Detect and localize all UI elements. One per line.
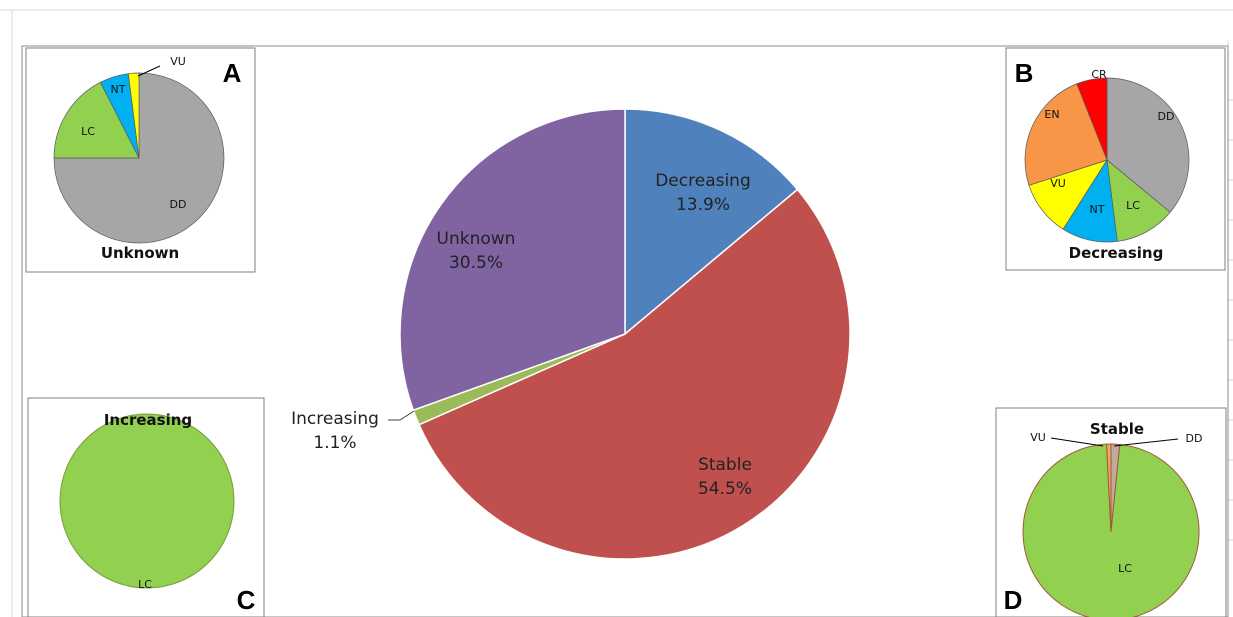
panel-b-label-nt: NT bbox=[1090, 203, 1105, 216]
main-pie-label-stable: Stable bbox=[698, 455, 752, 475]
panel-d-label-dd: DD bbox=[1186, 432, 1203, 445]
panel-b-label-lc: LC bbox=[1126, 199, 1140, 212]
chart-area-border bbox=[21, 45, 1229, 617]
panel-d-leader-vu bbox=[1050, 437, 1104, 447]
panel-d-label-vu: VU bbox=[1030, 431, 1046, 444]
main-pie-label-decreasing: Decreasing bbox=[655, 171, 751, 191]
pie-layer bbox=[53, 72, 1200, 617]
panel-b-label-en: EN bbox=[1044, 108, 1059, 121]
panel-c-title: Increasing bbox=[104, 411, 192, 429]
main-pie-label-increasing-percent: 1.1% bbox=[313, 433, 356, 453]
panel-a-slice-dd bbox=[53, 72, 225, 244]
main-pie-label-decreasing-percent: 13.9% bbox=[676, 195, 730, 215]
panel-d-letter: D bbox=[1004, 585, 1023, 615]
main-pie-slice-decreasing bbox=[624, 108, 799, 336]
panel-c-slice-lc bbox=[59, 413, 235, 589]
panel-a-title: Unknown bbox=[101, 244, 179, 262]
panel-b-slice-lc bbox=[1106, 159, 1171, 242]
panel-c-label-lc: LC bbox=[138, 578, 152, 591]
main-pie-slice-stable bbox=[418, 188, 851, 560]
main-pie-leader-increasing bbox=[388, 410, 415, 421]
main-pie-label-increasing: Increasing bbox=[291, 409, 379, 429]
panel-d-slice-vu bbox=[1106, 443, 1112, 533]
panel-a-label-lc: LC bbox=[81, 125, 95, 138]
panel-a-leader-vu bbox=[137, 65, 161, 77]
panel-b-label-vu: VU bbox=[1050, 177, 1066, 190]
panel-b-label-dd: DD bbox=[1158, 110, 1175, 123]
panel-a-letter: A bbox=[223, 58, 242, 88]
panel-b-slice-dd bbox=[1106, 77, 1190, 213]
label-layer: Decreasing 13.9% Stable 54.5% Increasing 1.1%… bbox=[81, 55, 1202, 615]
panel-b-slice-cr bbox=[1076, 77, 1108, 161]
panel-a-label-nt: NT bbox=[111, 83, 126, 96]
main-pie-label-unknown-percent: 30.5% bbox=[449, 253, 503, 273]
panel-b-title: Decreasing bbox=[1069, 244, 1164, 262]
panel-a-slice-vu bbox=[127, 72, 140, 159]
panel-b-letter: B bbox=[1015, 58, 1034, 88]
panel-d-slice-lc bbox=[1022, 443, 1200, 617]
main-pie-slice-unknown bbox=[399, 108, 626, 412]
panel-a-label-vu: VU bbox=[170, 55, 186, 68]
panel-d-leader-dd bbox=[1113, 438, 1179, 447]
panel-d-title: Stable bbox=[1090, 420, 1144, 438]
main-pie-label-stable-percent: 54.5% bbox=[698, 479, 752, 499]
panel-c-letter: C bbox=[237, 585, 256, 615]
panel-b-label-cr: CR bbox=[1091, 68, 1107, 81]
panel-a-slice-lc bbox=[53, 81, 140, 159]
panel-a-label-dd: DD bbox=[170, 198, 187, 211]
main-pie-label-unknown: Unknown bbox=[437, 229, 516, 249]
panel-d-label-lc: LC bbox=[1118, 562, 1132, 575]
